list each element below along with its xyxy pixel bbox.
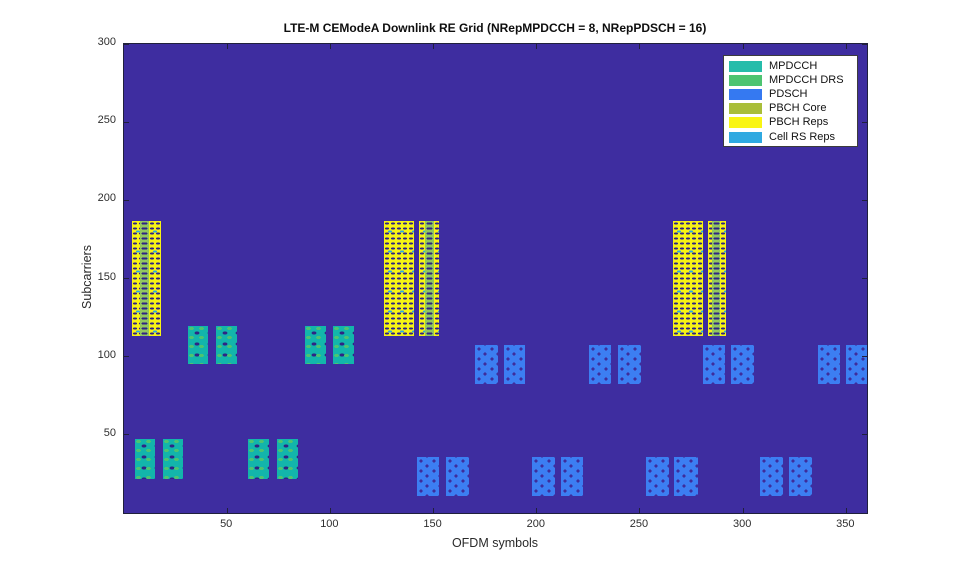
re-block-pbch-reps <box>672 221 703 337</box>
re-block-pbch-reps <box>433 221 439 337</box>
x-tick <box>639 44 641 49</box>
y-tick <box>862 199 867 201</box>
re-block-pdsch <box>617 345 641 384</box>
x-tick <box>845 44 847 49</box>
legend-swatch-pbch-reps <box>729 117 762 129</box>
re-block-pbch-reps <box>148 221 161 337</box>
re-block-pdsch <box>417 457 440 497</box>
x-axis-label: OFDM symbols <box>451 536 539 550</box>
legend-swatch-pdsch <box>729 88 762 100</box>
x-tick <box>742 44 744 49</box>
chart-title: LTE-M CEModeA Downlink RE Grid (NRepMPDC… <box>283 21 707 35</box>
re-block-pdsch <box>532 457 555 497</box>
y-tick <box>862 356 867 358</box>
y-tick-label: 50 <box>103 426 116 439</box>
legend-swatch-mpdcch <box>729 60 762 72</box>
re-block-pdsch <box>817 345 841 384</box>
x-tick <box>742 508 744 513</box>
re-block-pdsch <box>589 345 612 384</box>
re-block-pdsch <box>560 457 584 497</box>
re-block-pbch-core <box>425 221 434 337</box>
x-tick <box>536 508 538 513</box>
y-tick-label: 300 <box>97 36 116 48</box>
re-block-pdsch <box>703 345 726 384</box>
y-tick <box>124 356 129 358</box>
y-tick-label: 100 <box>97 348 116 361</box>
re-block-pbch-reps <box>419 221 426 337</box>
x-tick <box>226 44 228 49</box>
re-block-pdsch <box>475 345 498 384</box>
re-block-pbch-reps <box>384 221 414 337</box>
re-block-pdsch <box>788 457 812 497</box>
re-block-mpdcch <box>248 439 270 480</box>
re-block-pbch-reps <box>720 221 727 337</box>
legend-swatch-mpdcch-drs <box>729 74 762 86</box>
legend-swatch-cell-rs-reps <box>729 131 762 143</box>
re-block-pdsch <box>730 345 755 384</box>
legend-row: MPDCCH <box>724 59 857 73</box>
x-tick <box>433 44 435 49</box>
x-tick <box>639 508 641 513</box>
re-block-pdsch <box>503 345 526 384</box>
legend-row: Cell RS Reps <box>724 130 857 144</box>
legend-label: PBCH Core <box>769 102 827 115</box>
re-block-pbch-reps <box>132 221 140 337</box>
y-tick <box>862 44 867 45</box>
x-tick <box>329 44 331 49</box>
x-tick-label: 300 <box>732 518 752 530</box>
re-block-mpdcch <box>188 326 209 365</box>
y-tick <box>124 44 129 45</box>
re-block-pdsch <box>445 457 470 497</box>
re-block-mpdcch <box>216 326 237 365</box>
x-tick-label: 50 <box>220 518 233 530</box>
re-block-pbch-core <box>139 221 149 337</box>
re-block-pdsch <box>674 457 698 497</box>
legend-label: PBCH Reps <box>769 116 829 129</box>
legend-row: MPDCCH DRS <box>724 73 857 87</box>
x-tick-label: 250 <box>629 518 649 530</box>
re-block-mpdcch <box>276 439 298 480</box>
legend-label: PDSCH <box>769 87 808 100</box>
x-tick-label: 350 <box>836 518 855 530</box>
y-tick <box>862 278 867 279</box>
y-tick <box>862 434 867 436</box>
re-block-pdsch <box>645 457 669 497</box>
y-tick <box>124 278 129 279</box>
legend-box: MPDCCH MPDCCH DRS PDSCH PBCH Core PBCH Reps C… <box>723 55 858 148</box>
re-block-mpdcch <box>305 326 327 365</box>
x-tick <box>536 44 538 49</box>
y-tick <box>124 199 129 201</box>
x-tick <box>845 508 847 513</box>
y-tick-label: 250 <box>97 114 116 127</box>
legend-swatch-pbch-core <box>729 103 762 115</box>
re-block-pdsch <box>760 457 783 497</box>
x-tick-label: 200 <box>526 518 545 530</box>
re-block-pdsch <box>845 345 867 384</box>
x-tick-label: 150 <box>423 518 442 530</box>
y-tick-label: 150 <box>97 270 116 283</box>
legend-row: PBCH Core <box>724 102 857 116</box>
re-block-pbch-core <box>712 221 721 337</box>
re-block-mpdcch <box>135 439 156 480</box>
x-tick <box>226 508 228 513</box>
y-tick <box>862 121 867 123</box>
legend-label: Cell RS Reps <box>769 130 836 143</box>
y-tick <box>124 121 129 123</box>
legend-row: PDSCH <box>724 87 857 101</box>
x-tick <box>329 508 331 513</box>
re-block-pbch-reps <box>708 221 712 337</box>
x-tick-label: 100 <box>320 518 339 530</box>
x-tick <box>433 508 435 513</box>
re-block-mpdcch <box>333 326 355 365</box>
legend-label: MPDCCH <box>769 59 818 72</box>
y-tick <box>124 434 129 436</box>
y-tick-label: 200 <box>97 192 116 205</box>
re-block-mpdcch <box>162 439 183 480</box>
legend-row: PBCH Reps <box>724 116 857 130</box>
legend-label: MPDCCH DRS <box>769 73 844 86</box>
